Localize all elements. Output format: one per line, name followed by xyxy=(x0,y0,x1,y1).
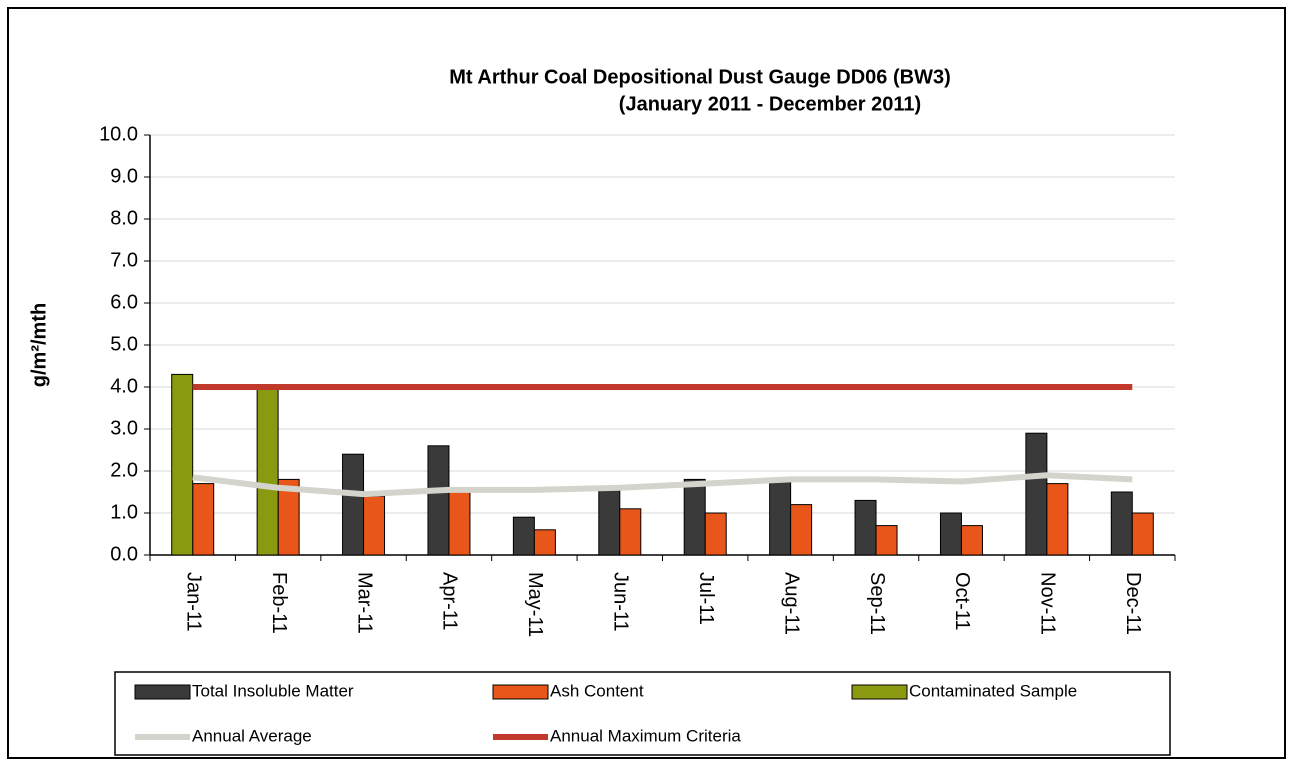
chart-title: Mt Arthur Coal Depositional Dust Gauge D… xyxy=(449,66,951,88)
chart-subtitle: (January 2011 - December 2011) xyxy=(619,93,921,115)
bar xyxy=(512,516,535,556)
y-tick-label: 8.0 xyxy=(110,207,138,229)
bar xyxy=(1131,512,1154,556)
y-tick-label: 4.0 xyxy=(110,375,138,397)
legend-label: Annual Average xyxy=(192,726,312,745)
bar xyxy=(342,453,365,556)
line-series xyxy=(192,472,1133,498)
bar xyxy=(790,504,813,556)
chart-frame xyxy=(7,7,1286,759)
x-tick-label: Mar-11 xyxy=(353,572,375,634)
bar xyxy=(875,525,898,556)
x-tick-label: Sep-11 xyxy=(866,572,888,635)
legend-label: Annual Maximum Criteria xyxy=(550,726,741,745)
bar xyxy=(619,508,642,556)
y-tick-label: 0.0 xyxy=(110,543,138,565)
legend-label: Total Insoluble Matter xyxy=(192,681,354,700)
bar xyxy=(192,483,215,556)
bar xyxy=(854,499,877,556)
x-tick-label: Jan-11 xyxy=(182,572,204,632)
y-tick-label: 2.0 xyxy=(110,459,138,481)
x-tick-label: Nov-11 xyxy=(1037,572,1059,635)
bar xyxy=(533,529,556,556)
bar xyxy=(598,487,621,556)
y-tick-label: 7.0 xyxy=(110,249,138,271)
legend-label: Contaminated Sample xyxy=(909,681,1077,700)
y-tick-label: 5.0 xyxy=(110,333,138,355)
x-tick-label: Oct-11 xyxy=(951,572,973,631)
bar xyxy=(939,512,962,556)
bar xyxy=(363,495,386,556)
legend-swatch xyxy=(851,684,908,700)
legend-swatch xyxy=(134,684,191,700)
y-tick-label: 1.0 xyxy=(110,501,138,523)
x-tick-label: Jun-11 xyxy=(610,572,632,632)
bar xyxy=(1046,483,1069,556)
legend-box xyxy=(114,671,1171,756)
bar xyxy=(769,478,792,556)
y-tick-label: 9.0 xyxy=(110,165,138,187)
legend-swatch xyxy=(492,684,549,700)
bar xyxy=(427,445,450,556)
y-axis-label: g/m²/mth xyxy=(28,303,50,387)
x-tick-label: Dec-11 xyxy=(1122,572,1144,635)
bar xyxy=(448,491,471,556)
bar xyxy=(704,512,727,556)
x-tick-label: Aug-11 xyxy=(780,572,802,635)
bar xyxy=(960,525,983,556)
y-tick-label: 10.0 xyxy=(99,123,138,145)
x-tick-label: Jul-11 xyxy=(695,572,717,625)
bar xyxy=(256,386,279,556)
x-tick-label: Apr-11 xyxy=(439,572,461,631)
bar xyxy=(171,373,194,556)
x-tick-label: Feb-11 xyxy=(268,572,290,634)
bar xyxy=(683,478,706,556)
legend-label: Ash Content xyxy=(550,681,644,700)
bar xyxy=(1110,491,1133,556)
y-tick-label: 6.0 xyxy=(110,291,138,313)
x-tick-label: May-11 xyxy=(524,572,546,637)
bar xyxy=(1025,432,1048,556)
y-tick-label: 3.0 xyxy=(110,417,138,439)
